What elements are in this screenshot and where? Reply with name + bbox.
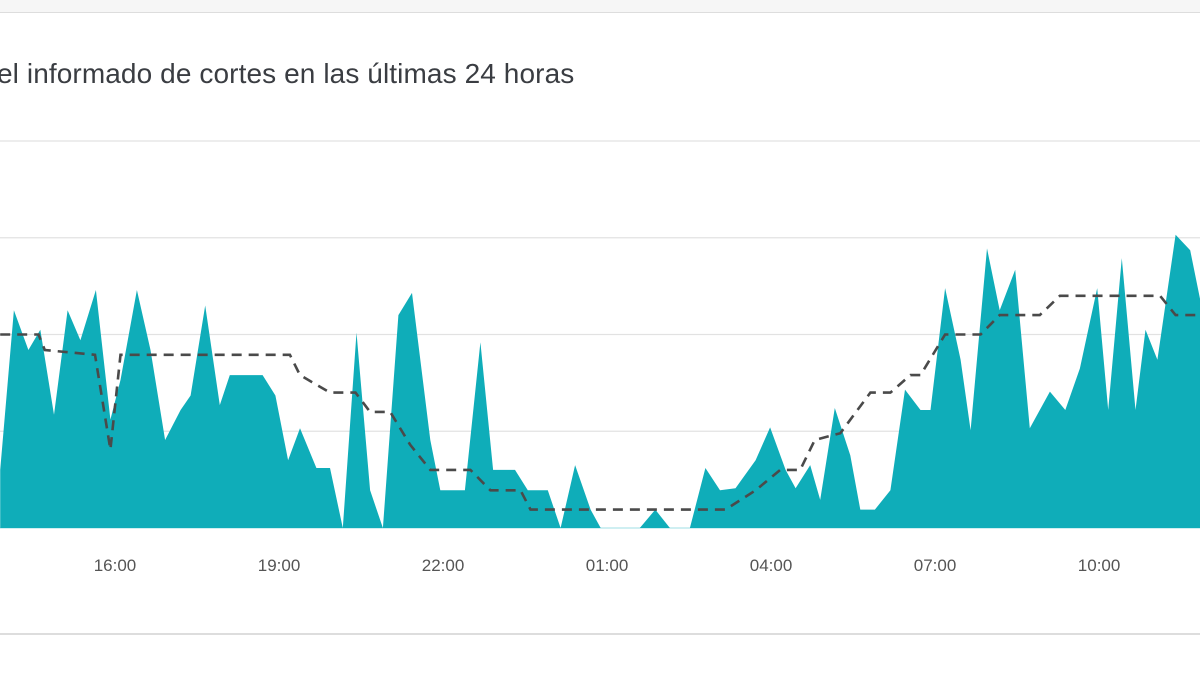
x-tick-label: 19:00 — [258, 556, 301, 575]
x-tick-label: 07:00 — [914, 556, 957, 575]
x-tick-label: 04:00 — [750, 556, 793, 575]
x-tick-label: 01:00 — [586, 556, 629, 575]
chart-title: el informado de cortes en las últimas 24… — [0, 58, 575, 89]
x-tick-label: 16:00 — [94, 556, 137, 575]
page-top-band — [0, 0, 1200, 12]
reports-area — [0, 234, 1200, 528]
x-tick-label: 10:00 — [1078, 556, 1121, 575]
x-tick-label: 22:00 — [422, 556, 465, 575]
